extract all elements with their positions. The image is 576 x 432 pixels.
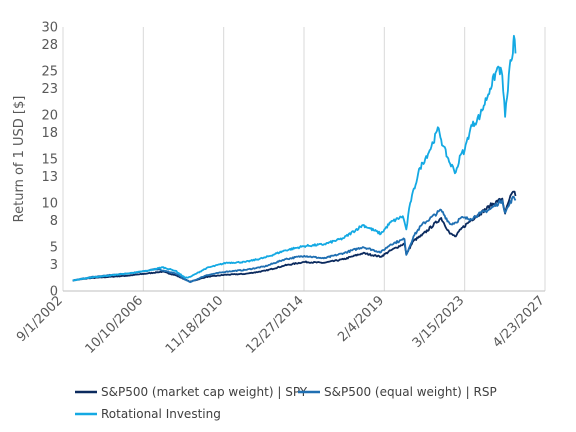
x-tick-label: 4/23/2027 [490, 293, 548, 351]
legend-label-2: Rotational Investing [101, 407, 221, 421]
x-tick-label: 11/18/2010 [163, 293, 227, 357]
legend: S&P500 (market cap weight) | SPY S&P500 (… [75, 385, 497, 421]
series-line-2 [72, 34, 517, 282]
x-tick-label: 12/27/2014 [243, 293, 307, 357]
y-tick-label: 18 [41, 126, 58, 141]
y-tick-label: 28 [41, 38, 58, 53]
y-axis-ticks: 0 3 5 8 10 13 15 18 20 23 25 28 30 [41, 21, 58, 300]
y-tick-label: 3 [50, 258, 58, 273]
gridlines [62, 27, 546, 291]
series-line-1 [72, 195, 517, 284]
y-tick-label: 10 [41, 197, 58, 212]
y-tick-label: 23 [41, 82, 58, 97]
legend-label-0: S&P500 (market cap weight) | SPY [101, 385, 308, 399]
y-tick-label: 20 [41, 109, 58, 124]
y-tick-label: 30 [41, 21, 58, 36]
y-tick-label: 13 [41, 170, 58, 185]
y-tick-label: 0 [50, 285, 58, 300]
y-tick-label: 8 [50, 214, 58, 229]
x-tick-label: 3/15/2023 [410, 293, 468, 351]
x-tick-label: 10/10/2006 [83, 293, 147, 357]
series-lines [72, 34, 517, 284]
x-axis-ticks: 9/1/2002 10/10/2006 11/18/2010 12/27/2014 2/… [14, 293, 548, 357]
x-tick-label: 2/4/2019 [335, 293, 387, 345]
y-tick-label: 15 [41, 153, 58, 168]
y-tick-label: 25 [41, 65, 58, 80]
legend-label-1: S&P500 (equal weight) | RSP [324, 385, 497, 399]
y-tick-label: 5 [50, 241, 58, 256]
y-axis-title: Return of 1 USD [$] [12, 96, 27, 223]
x-tick-label: 9/1/2002 [14, 293, 66, 345]
series-line-0 [72, 190, 517, 283]
